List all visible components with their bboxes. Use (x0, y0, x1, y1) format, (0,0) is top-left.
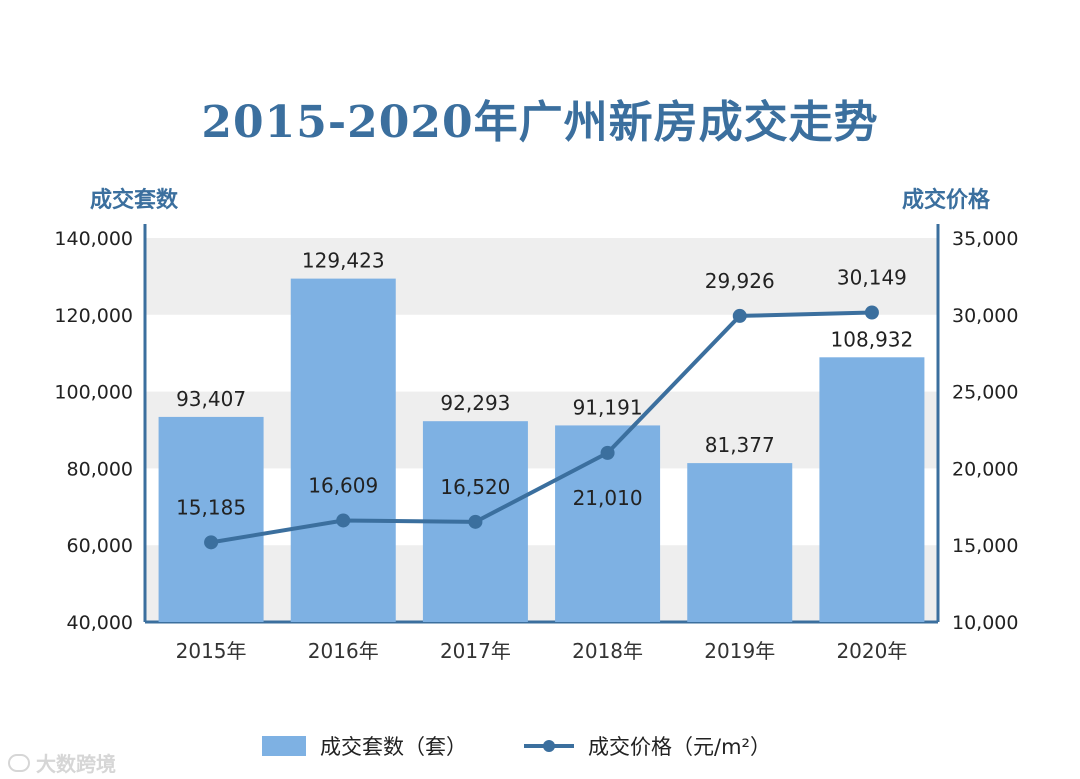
bar (290, 278, 396, 622)
left-axis-title: 成交套数 (90, 188, 179, 213)
x-axis-tick-label: 2018年 (572, 639, 643, 663)
legend-line-swatch (524, 736, 574, 756)
right-axis-tick-label: 15,000 (952, 535, 1018, 557)
x-axis-tick-label: 2016年 (308, 639, 379, 663)
price-point (336, 513, 351, 528)
bar-value-label: 108,932 (831, 327, 914, 351)
price-value-label: 29,926 (705, 269, 775, 293)
legend-bar-swatch (262, 736, 306, 756)
right-axis-tick-label: 25,000 (952, 382, 1018, 404)
price-value-label: 16,609 (308, 473, 378, 497)
price-point (204, 535, 219, 550)
watermark-logo-icon (8, 753, 30, 772)
right-axis-tick-label: 20,000 (952, 458, 1018, 480)
legend-label-units: 成交套数（套） (320, 735, 467, 759)
price-value-label: 15,185 (176, 495, 246, 519)
legend: 成交套数（套） 成交价格（元/m²） (0, 728, 1080, 764)
left-axis-tick-label: 40,000 (67, 612, 133, 634)
right-axis-tick-label: 30,000 (952, 305, 1018, 327)
left-axis-tick-label: 100,000 (54, 382, 133, 404)
right-axis-tick-label: 35,000 (952, 228, 1018, 250)
bar (687, 463, 793, 622)
price-point (468, 514, 483, 529)
grid-band (145, 238, 938, 315)
x-axis-tick-label: 2015年 (176, 639, 247, 663)
right-axis-title: 成交价格 (901, 188, 990, 213)
price-point (864, 305, 879, 320)
price-line (210, 310, 872, 545)
bar (158, 416, 264, 622)
bar-value-label: 92,293 (440, 391, 510, 415)
watermark: 大数跨境 (8, 748, 116, 777)
right-axis-tick-label: 10,000 (952, 612, 1018, 634)
bar (819, 357, 925, 622)
price-value-label: 21,010 (573, 486, 643, 510)
legend-item-units: 成交套数（套） (262, 728, 467, 764)
left-axis-tick-label: 80,000 (67, 458, 133, 480)
grid-band (145, 545, 938, 622)
left-axis-tick-label: 140,000 (54, 228, 133, 250)
left-axis-tick-label: 120,000 (54, 305, 133, 327)
bar-value-label: 129,423 (302, 249, 385, 273)
x-axis-tick-label: 2019年 (704, 639, 775, 663)
price-value-label: 30,149 (837, 266, 907, 290)
bar-value-label: 81,377 (705, 433, 775, 457)
price-value-label: 16,520 (440, 475, 510, 499)
x-axis-tick-label: 2020年 (836, 639, 907, 663)
price-point (600, 445, 615, 460)
bar-value-label: 91,191 (573, 395, 643, 419)
legend-label-price: 成交价格（元/m²） (588, 735, 771, 759)
x-axis-tick-label: 2017年 (440, 639, 511, 663)
price-point (732, 308, 747, 323)
bar-value-label: 93,407 (176, 387, 246, 411)
grid-band (145, 391, 938, 469)
chart-title: 2015-2020年广州新房成交走势 (201, 97, 879, 148)
left-axis-tick-label: 60,000 (67, 535, 133, 557)
watermark-text: 大数跨境 (36, 752, 116, 776)
legend-item-price: 成交价格（元/m²） (524, 728, 771, 764)
